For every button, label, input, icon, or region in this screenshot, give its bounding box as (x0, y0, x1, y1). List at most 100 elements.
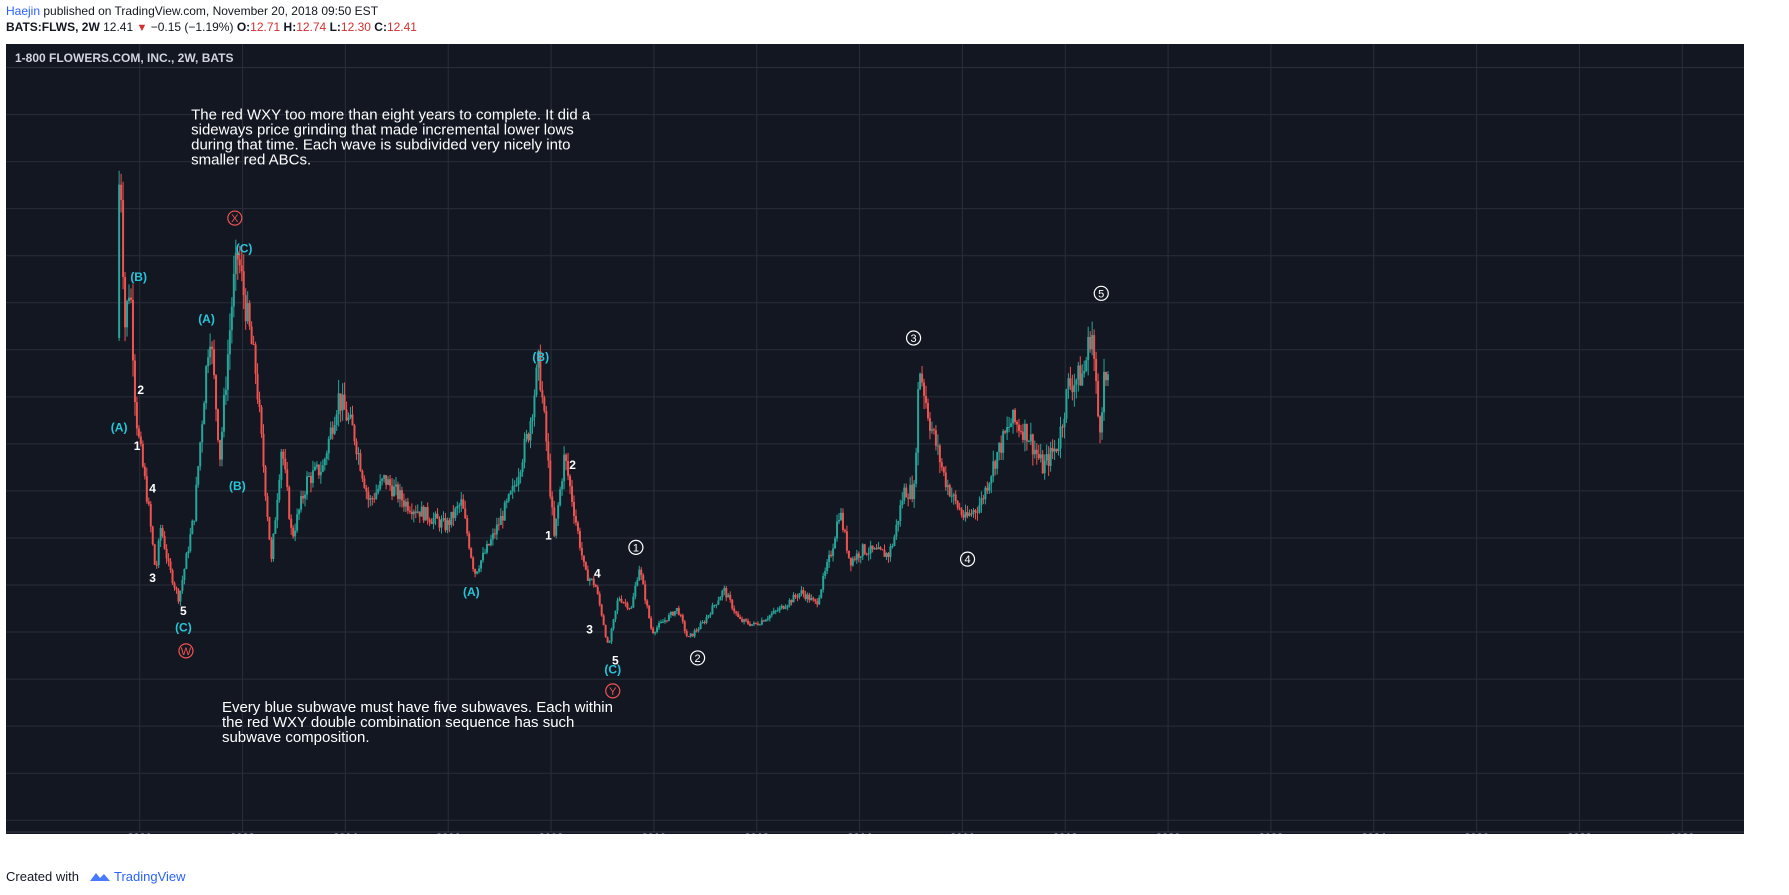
candle-body (511, 486, 514, 492)
candle-body (462, 499, 465, 509)
candle-body (1029, 434, 1032, 442)
candle-body (788, 600, 791, 606)
candle-body (215, 375, 218, 410)
candle-body (143, 466, 146, 477)
candle-body (262, 433, 265, 467)
candle-body (254, 344, 257, 374)
candle-body (830, 554, 833, 557)
candle-body (776, 610, 779, 612)
candle-body (1002, 431, 1005, 453)
candle-body (709, 614, 712, 616)
time-tick-label: 2030 (1670, 832, 1694, 834)
candle-body (752, 622, 755, 625)
candle-body (897, 520, 900, 525)
candle-body (845, 531, 848, 551)
candle-body (430, 522, 433, 524)
candle-body (1055, 448, 1058, 452)
candle-body (1073, 384, 1076, 393)
candle-body (944, 472, 947, 488)
candle-body (480, 560, 483, 569)
candle-body (412, 511, 415, 515)
candle-body (881, 549, 884, 551)
candle-body (232, 273, 235, 307)
candle-body (211, 346, 214, 350)
candle-body (541, 390, 544, 398)
candle-body (434, 513, 437, 519)
candle-body (932, 429, 935, 431)
candle-body (367, 491, 370, 500)
last-price: 12.41 (103, 20, 134, 34)
created-with-label: Created with (6, 869, 79, 884)
candle-body (861, 544, 864, 557)
time-tick-label: 2000 (127, 832, 151, 834)
candle-body (1087, 337, 1090, 361)
candle-body (525, 433, 528, 439)
annotation-line: Every blue subwave must have five subwav… (222, 699, 613, 716)
candle-body (1093, 335, 1096, 359)
wave-label-circle (690, 650, 706, 666)
candle-body (996, 452, 999, 469)
candle-body (616, 600, 619, 611)
candle-body (847, 550, 850, 558)
candle-body (118, 184, 121, 339)
wave-label: (B) (532, 350, 549, 364)
candle-body (1079, 365, 1082, 386)
candle-body (163, 536, 166, 549)
price-chart[interactable]: (B)X(C)(A)2(A)1(B)435(C)W(B)21(A)435(C)Y… (6, 44, 1785, 844)
author-link[interactable]: Haejin (6, 4, 41, 18)
low-value: 12.30 (340, 20, 371, 34)
candle-body (855, 553, 858, 560)
candle-body (660, 621, 663, 623)
wave-label-circle (605, 683, 621, 699)
candle-body (1057, 448, 1060, 452)
candle-body (849, 557, 852, 566)
candle-body (432, 518, 435, 524)
candle-body (531, 417, 534, 421)
candle-body (800, 590, 803, 594)
candle-body (515, 484, 518, 486)
wave-label-circle (959, 551, 976, 567)
tradingview-link[interactable]: TradingView (114, 869, 186, 884)
candle-body (919, 373, 922, 390)
candle-body (796, 596, 799, 598)
candle-body (604, 624, 607, 638)
candle-body (345, 409, 348, 421)
candle-body (808, 594, 811, 601)
candle-body (1095, 358, 1098, 382)
candle-body (832, 548, 835, 557)
candle-body (628, 608, 631, 610)
candle-body (750, 624, 753, 626)
candle-body (454, 508, 457, 519)
candle-body (743, 619, 746, 622)
candle-body (974, 510, 977, 512)
close-value: 12.41 (386, 20, 417, 34)
candle-body (133, 360, 136, 403)
candle-body (422, 506, 425, 521)
candle-body (921, 373, 924, 383)
candle-body (217, 409, 220, 441)
candle-body (909, 484, 912, 499)
chart-title: 1-800 FLOWERS.COM, INC., 2W, BATS (15, 51, 233, 65)
candle-body (339, 393, 342, 411)
candle-body (685, 631, 688, 637)
candle-body (1010, 423, 1013, 427)
time-tick-label: 2022 (1259, 832, 1283, 834)
time-tick-label: 2014 (847, 832, 872, 834)
candle-body (687, 636, 690, 638)
candle-body (383, 475, 386, 479)
annotation-line: smaller red ABCs. (191, 151, 311, 168)
candle-body (836, 521, 839, 539)
candle-body (978, 505, 981, 513)
wave-label: 1 (134, 439, 141, 453)
candle-body (537, 350, 540, 368)
candle-body (907, 497, 910, 499)
wave-label: 2 (137, 383, 144, 397)
candle-body (343, 394, 346, 410)
candle-body (533, 395, 536, 418)
candle-body (719, 596, 722, 601)
chart-container[interactable]: (B) X (C) (A) 2 (A) 1 (B) 4 3 5 (C) W (B) 2 1 (A) 4 3 5 (C) Y… (6, 44, 1785, 844)
candle-body (632, 596, 635, 608)
candle-body (205, 366, 208, 404)
time-tick-label: 2010 (642, 832, 666, 834)
candle-body (747, 620, 750, 624)
